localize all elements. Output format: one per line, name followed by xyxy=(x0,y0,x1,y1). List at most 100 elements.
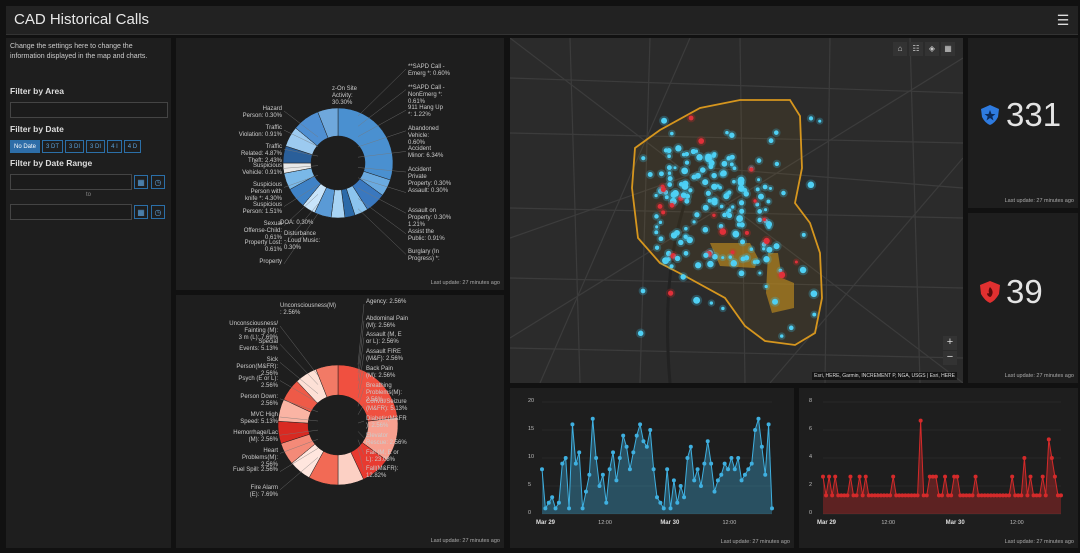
data-point[interactable] xyxy=(994,493,999,498)
police-incident-point[interactable] xyxy=(773,243,780,250)
data-point[interactable] xyxy=(1037,493,1042,498)
police-incident-point[interactable] xyxy=(655,225,659,229)
police-incident-point[interactable] xyxy=(702,179,709,186)
data-point[interactable] xyxy=(955,474,960,479)
police-incident-point[interactable] xyxy=(768,186,773,190)
police-incident-point[interactable] xyxy=(684,198,690,204)
police-incident-point[interactable] xyxy=(766,246,773,253)
police-incident-point[interactable] xyxy=(772,298,779,305)
police-incident-point[interactable] xyxy=(755,259,760,265)
fire-incident-point[interactable] xyxy=(698,138,705,144)
date-btn-4[interactable]: 3 DI xyxy=(86,140,106,153)
data-point[interactable] xyxy=(600,472,605,477)
date-btn-no-date[interactable]: No Date xyxy=(10,140,41,153)
fire-incident-point[interactable] xyxy=(719,228,727,235)
data-point[interactable] xyxy=(634,433,639,438)
police-incident-point[interactable] xyxy=(721,160,728,167)
data-point[interactable] xyxy=(952,474,957,479)
data-point[interactable] xyxy=(698,484,703,488)
police-incident-point[interactable] xyxy=(799,266,807,274)
police-incident-point[interactable] xyxy=(712,253,718,260)
police-incident-point[interactable] xyxy=(711,153,716,158)
police-incident-point[interactable] xyxy=(718,185,722,190)
police-incident-point[interactable] xyxy=(767,225,771,229)
data-point[interactable] xyxy=(1052,474,1057,479)
police-incident-point[interactable] xyxy=(737,179,745,187)
data-point[interactable] xyxy=(546,500,551,505)
data-point[interactable] xyxy=(611,450,616,455)
data-point[interactable] xyxy=(958,493,963,498)
police-incident-point[interactable] xyxy=(702,204,709,211)
data-point[interactable] xyxy=(903,493,908,498)
data-point[interactable] xyxy=(894,493,899,498)
police-incident-point[interactable] xyxy=(732,179,736,184)
police-incident-point[interactable] xyxy=(684,160,690,165)
data-point[interactable] xyxy=(875,493,880,498)
police-incident-point[interactable] xyxy=(778,268,783,273)
data-point[interactable] xyxy=(719,472,724,477)
data-point[interactable] xyxy=(891,474,896,479)
data-point[interactable] xyxy=(627,467,632,472)
police-incident-point[interactable] xyxy=(681,152,686,157)
donut-slice[interactable] xyxy=(337,107,394,181)
data-point[interactable] xyxy=(1022,456,1027,460)
police-incident-point[interactable] xyxy=(808,116,814,121)
fire-incident-point[interactable] xyxy=(744,230,749,235)
data-point[interactable] xyxy=(863,474,868,479)
legend-icon[interactable]: ☷ xyxy=(909,42,923,56)
data-point[interactable] xyxy=(1010,474,1015,479)
data-point[interactable] xyxy=(550,495,555,500)
end-clock-icon[interactable]: ◷ xyxy=(151,205,165,219)
data-point[interactable] xyxy=(821,474,825,479)
fire-incident-point[interactable] xyxy=(688,115,694,121)
police-incident-point[interactable] xyxy=(665,250,672,257)
calls-map[interactable]: ⌂ ☷ ◈ ▦ + − Esri, HERE, Garmin, INCREMEN… xyxy=(510,38,963,383)
police-incident-point[interactable] xyxy=(721,306,725,311)
police-incident-point[interactable] xyxy=(768,138,774,144)
data-point[interactable] xyxy=(833,474,838,479)
donut-slice[interactable] xyxy=(315,364,339,398)
data-point[interactable] xyxy=(997,493,1002,498)
police-incident-point[interactable] xyxy=(765,221,773,228)
police-incident-point[interactable] xyxy=(736,215,744,223)
fire-incident-point[interactable] xyxy=(778,271,786,279)
police-incident-point[interactable] xyxy=(732,166,737,171)
data-point[interactable] xyxy=(756,416,761,421)
data-point[interactable] xyxy=(655,495,659,500)
data-point[interactable] xyxy=(839,493,844,498)
police-incident-point[interactable] xyxy=(690,148,697,155)
fire-incident-point[interactable] xyxy=(712,213,716,218)
police-incident-point[interactable] xyxy=(711,183,718,190)
police-incident-point[interactable] xyxy=(773,130,779,135)
police-incident-point[interactable] xyxy=(670,232,678,239)
data-point[interactable] xyxy=(702,461,707,466)
data-point[interactable] xyxy=(556,500,561,505)
data-point[interactable] xyxy=(678,484,683,488)
police-incident-point[interactable] xyxy=(692,220,696,224)
start-date-input[interactable] xyxy=(10,174,132,190)
data-point[interactable] xyxy=(1001,493,1006,498)
data-point[interactable] xyxy=(1059,493,1063,498)
police-incident-point[interactable] xyxy=(763,256,770,263)
data-point[interactable] xyxy=(982,493,987,498)
police-incident-point[interactable] xyxy=(732,230,740,238)
police-incident-point[interactable] xyxy=(757,217,763,223)
police-incident-point[interactable] xyxy=(654,214,659,219)
data-point[interactable] xyxy=(924,493,929,498)
data-point[interactable] xyxy=(1025,493,1030,498)
data-point[interactable] xyxy=(915,493,920,498)
police-incident-point[interactable] xyxy=(729,154,735,160)
data-point[interactable] xyxy=(580,506,585,511)
data-point[interactable] xyxy=(597,484,602,488)
data-point[interactable] xyxy=(705,439,710,444)
police-incident-point[interactable] xyxy=(640,288,646,294)
data-point[interactable] xyxy=(900,493,905,498)
police-incident-point[interactable] xyxy=(762,247,766,251)
data-point[interactable] xyxy=(946,493,951,498)
data-point[interactable] xyxy=(644,444,649,449)
police-incident-point[interactable] xyxy=(683,234,688,239)
end-date-input[interactable] xyxy=(10,204,132,220)
police-incident-point[interactable] xyxy=(709,301,714,305)
data-point[interactable] xyxy=(648,428,653,432)
police-incident-point[interactable] xyxy=(762,184,768,190)
